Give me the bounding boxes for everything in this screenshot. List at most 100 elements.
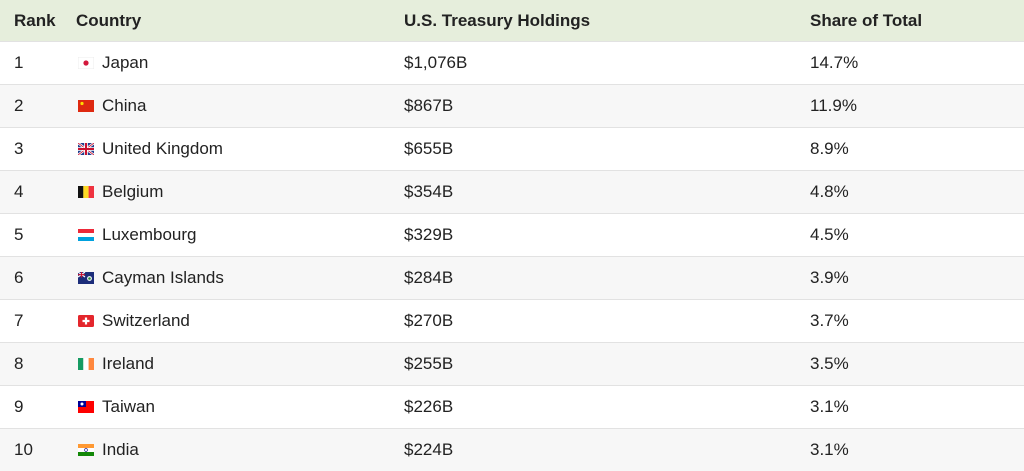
share: 3.1%: [810, 397, 849, 416]
cell: 10: [0, 429, 76, 471]
cell: $224B: [404, 429, 810, 471]
flag-icon: [78, 186, 94, 198]
flag-icon: [78, 57, 94, 69]
share: 3.7%: [810, 311, 849, 330]
country-name: Taiwan: [102, 397, 155, 416]
rank: 10: [14, 440, 33, 459]
cell: 7: [0, 300, 76, 343]
cell: Ireland: [76, 343, 404, 386]
holdings: $867B: [404, 96, 453, 115]
cell: 3.7%: [810, 300, 1024, 343]
cell: 11.9%: [810, 85, 1024, 128]
rank: 1: [14, 53, 23, 72]
cell: 1: [0, 42, 76, 85]
cell: Switzerland: [76, 300, 404, 343]
share: 4.5%: [810, 225, 849, 244]
table-row: 2 China $867B 11.9%: [0, 85, 1024, 128]
cell: United Kingdom: [76, 128, 404, 171]
country-name: Japan: [102, 53, 148, 72]
flag-icon: [78, 100, 94, 112]
holdings: $329B: [404, 225, 453, 244]
flag-icon: [78, 272, 94, 284]
flag-icon: [78, 315, 94, 327]
holdings: $1,076B: [404, 53, 467, 72]
country-name: Switzerland: [102, 311, 190, 330]
table-row: 7 Switzerland $270B 3.7%: [0, 300, 1024, 343]
cell: Cayman Islands: [76, 257, 404, 300]
cell: Taiwan: [76, 386, 404, 429]
cell: 3: [0, 128, 76, 171]
share: 3.9%: [810, 268, 849, 287]
cell: 9: [0, 386, 76, 429]
holdings: $226B: [404, 397, 453, 416]
flag-icon: [78, 444, 94, 456]
country-name: Ireland: [102, 354, 154, 373]
rank: 2: [14, 96, 23, 115]
share: 4.8%: [810, 182, 849, 201]
holdings: $354B: [404, 182, 453, 201]
table-row: 5 Luxembourg $329B 4.5%: [0, 214, 1024, 257]
cell: 5: [0, 214, 76, 257]
flag-icon: [78, 143, 94, 155]
country-name: China: [102, 96, 146, 115]
holdings: $270B: [404, 311, 453, 330]
cell: $329B: [404, 214, 810, 257]
share: 3.1%: [810, 440, 849, 459]
country-name: United Kingdom: [102, 139, 223, 158]
rank: 5: [14, 225, 23, 244]
cell: 3.9%: [810, 257, 1024, 300]
cell: $284B: [404, 257, 810, 300]
table-row: 10 India $224B 3.1%: [0, 429, 1024, 471]
share: 11.9%: [810, 96, 857, 115]
table-row: 4 Belgium $354B 4.8%: [0, 171, 1024, 214]
flag-icon: [78, 401, 94, 413]
cell: 6: [0, 257, 76, 300]
cell: 3.1%: [810, 429, 1024, 471]
column-header: Rank: [0, 0, 76, 42]
cell: Japan: [76, 42, 404, 85]
holdings: $655B: [404, 139, 453, 158]
cell: $226B: [404, 386, 810, 429]
cell: China: [76, 85, 404, 128]
rank: 7: [14, 311, 23, 330]
cell: $655B: [404, 128, 810, 171]
country-name: Luxembourg: [102, 225, 197, 244]
rank: 4: [14, 182, 23, 201]
cell: 8.9%: [810, 128, 1024, 171]
table-row: 3 United Kingdom $655B 8.9%: [0, 128, 1024, 171]
cell: $270B: [404, 300, 810, 343]
cell: $255B: [404, 343, 810, 386]
rank: 8: [14, 354, 23, 373]
cell: 4: [0, 171, 76, 214]
cell: 4.5%: [810, 214, 1024, 257]
cell: 14.7%: [810, 42, 1024, 85]
table-row: 6 Cayman Islands $284B 3.9%: [0, 257, 1024, 300]
column-header: Country: [76, 0, 404, 42]
cell: Belgium: [76, 171, 404, 214]
table-row: 9 Taiwan $226B 3.1%: [0, 386, 1024, 429]
cell: $867B: [404, 85, 810, 128]
flag-icon: [78, 358, 94, 370]
cell: 8: [0, 343, 76, 386]
table-row: 1 Japan $1,076B 14.7%: [0, 42, 1024, 85]
rank: 9: [14, 397, 23, 416]
country-name: Cayman Islands: [102, 268, 224, 287]
rank: 6: [14, 268, 23, 287]
cell: 3.5%: [810, 343, 1024, 386]
country-name: India: [102, 440, 139, 459]
cell: $1,076B: [404, 42, 810, 85]
cell: 3.1%: [810, 386, 1024, 429]
holdings: $284B: [404, 268, 453, 287]
cell: 2: [0, 85, 76, 128]
cell: India: [76, 429, 404, 471]
cell: Luxembourg: [76, 214, 404, 257]
column-header: Share of Total: [810, 0, 1024, 42]
share: 14.7%: [810, 53, 858, 72]
cell: $354B: [404, 171, 810, 214]
holdings: $224B: [404, 440, 453, 459]
country-name: Belgium: [102, 182, 163, 201]
cell: 4.8%: [810, 171, 1024, 214]
